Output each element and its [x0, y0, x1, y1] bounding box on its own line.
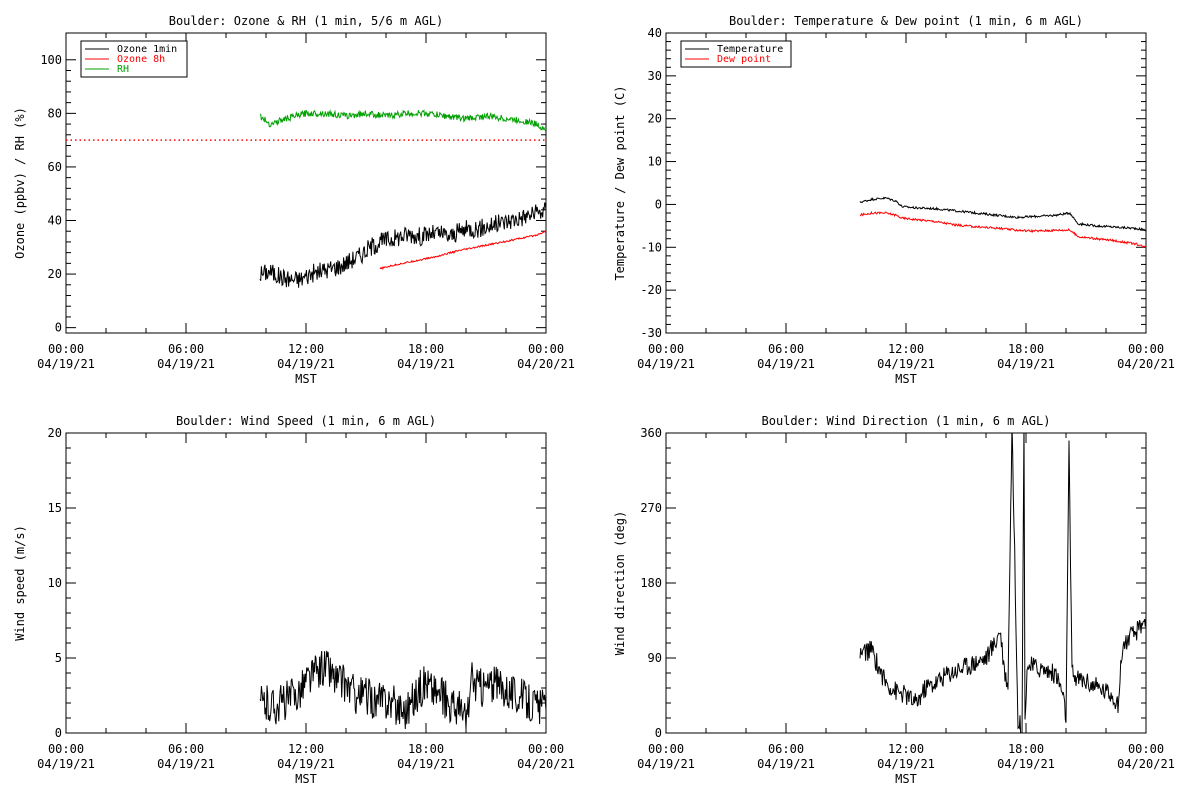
series-line-2 [379, 230, 546, 270]
x-tick-time: 06:00 [768, 342, 804, 356]
legend-box [680, 40, 792, 68]
legend-label: Ozone 8h [117, 54, 165, 65]
x-tick-date: 04/19/21 [157, 757, 215, 771]
plot-frame [65, 32, 547, 334]
x-tick-time: 12:00 [888, 342, 924, 356]
y-tick-label: 0 [55, 321, 62, 335]
x-tick-date: 04/19/21 [637, 357, 695, 371]
x-tick-time: 12:00 [888, 742, 924, 756]
y-axis-label: Temperature / Dew point (C) [613, 85, 627, 280]
chart-panel-4: Boulder: Wind Direction (1 min, 6 m AGL)… [613, 414, 1175, 786]
x-tick-time: 00:00 [648, 742, 684, 756]
chart-title: Boulder: Ozone & RH (1 min, 5/6 m AGL) [169, 14, 444, 28]
x-tick-time: 00:00 [648, 342, 684, 356]
x-tick-time: 06:00 [768, 742, 804, 756]
x-tick-date: 04/19/21 [157, 357, 215, 371]
x-tick-time: 18:00 [1008, 742, 1044, 756]
y-tick-label: 20 [48, 426, 62, 440]
x-tick-date: 04/19/21 [37, 757, 95, 771]
y-tick-label: 15 [48, 501, 62, 515]
y-tick-label: 270 [640, 501, 662, 515]
chart-panel-3: Boulder: Wind Speed (1 min, 6 m AGL) 0 5 10… [13, 414, 575, 786]
x-tick-date: 04/19/21 [637, 757, 695, 771]
x-tick-date: 04/19/21 [397, 757, 455, 771]
x-axis-name: MST [895, 772, 917, 786]
x-tick-date: 04/20/21 [1117, 357, 1175, 371]
y-tick-label: 100 [40, 53, 62, 67]
y-axis-label: Wind speed (m/s) [13, 525, 27, 641]
y-tick-label: -20 [640, 283, 662, 297]
chart-panel-1: Boulder: Ozone & RH (1 min, 5/6 m AGL) 0 2… [13, 14, 575, 386]
x-tick-time: 06:00 [168, 742, 204, 756]
y-tick-label: 10 [48, 576, 62, 590]
series-line-2 [859, 210, 1146, 248]
series-line-1 [259, 650, 546, 730]
x-tick-date: 04/19/21 [877, 757, 935, 771]
plot-frame [665, 432, 1147, 734]
y-tick-label: 20 [48, 267, 62, 281]
legend-label: RH [117, 64, 129, 75]
chart-title: Boulder: Temperature & Dew point (1 min,… [729, 14, 1083, 28]
y-tick-label: 360 [640, 426, 662, 440]
y-tick-label: 80 [48, 106, 62, 120]
x-axis-name: MST [295, 772, 317, 786]
series-line-1 [859, 196, 1146, 232]
x-tick-date: 04/19/21 [277, 757, 335, 771]
x-tick-date: 04/19/21 [757, 757, 815, 771]
x-tick-time: 18:00 [408, 742, 444, 756]
x-tick-date: 04/19/21 [37, 357, 95, 371]
y-tick-label: -10 [640, 240, 662, 254]
x-tick-time: 00:00 [1128, 342, 1164, 356]
y-tick-label: 60 [48, 160, 62, 174]
x-tick-time: 18:00 [408, 342, 444, 356]
y-tick-label: 30 [648, 69, 662, 83]
series-line-3 [259, 109, 546, 132]
legend-label: Ozone 1min [117, 44, 177, 55]
y-axis-label: Wind direction (deg) [613, 511, 627, 656]
x-tick-date: 04/19/21 [877, 357, 935, 371]
y-tick-label: 5 [55, 651, 62, 665]
x-tick-time: 00:00 [528, 342, 564, 356]
series-line-1 [859, 433, 1146, 733]
x-tick-time: 12:00 [288, 742, 324, 756]
x-tick-date: 04/19/21 [997, 757, 1055, 771]
y-tick-label: 40 [648, 26, 662, 40]
x-tick-time: 12:00 [288, 342, 324, 356]
y-axis-label: Ozone (ppbv) / RH (%) [13, 107, 27, 259]
x-tick-date: 04/19/21 [397, 357, 455, 371]
plot-frame [665, 32, 1147, 334]
x-tick-time: 06:00 [168, 342, 204, 356]
x-tick-date: 04/20/21 [517, 357, 575, 371]
y-tick-label: 90 [648, 651, 662, 665]
y-tick-label: 0 [655, 197, 662, 211]
chart-panel-2: Boulder: Temperature & Dew point (1 min,… [613, 14, 1175, 386]
y-tick-label: 0 [55, 726, 62, 740]
x-tick-time: 00:00 [1128, 742, 1164, 756]
legend-label: Temperature [717, 44, 783, 55]
x-tick-date: 04/19/21 [997, 357, 1055, 371]
x-tick-time: 00:00 [48, 342, 84, 356]
x-tick-date: 04/19/21 [757, 357, 815, 371]
y-tick-label: 10 [648, 155, 662, 169]
chart-title: Boulder: Wind Speed (1 min, 6 m AGL) [176, 414, 436, 428]
y-tick-label: 0 [655, 726, 662, 740]
x-axis-name: MST [895, 372, 917, 386]
x-tick-time: 00:00 [48, 742, 84, 756]
x-tick-date: 04/20/21 [517, 757, 575, 771]
x-tick-date: 04/20/21 [1117, 757, 1175, 771]
y-tick-label: 20 [648, 112, 662, 126]
y-tick-label: 180 [640, 576, 662, 590]
x-tick-time: 18:00 [1008, 342, 1044, 356]
series-line-1 [259, 202, 546, 288]
legend-label: Dew point [717, 54, 771, 65]
x-axis-name: MST [295, 372, 317, 386]
x-tick-date: 04/19/21 [277, 357, 335, 371]
y-tick-label: 40 [48, 214, 62, 228]
chart-title: Boulder: Wind Direction (1 min, 6 m AGL) [762, 414, 1051, 428]
x-tick-time: 00:00 [528, 742, 564, 756]
y-tick-label: -30 [640, 326, 662, 340]
